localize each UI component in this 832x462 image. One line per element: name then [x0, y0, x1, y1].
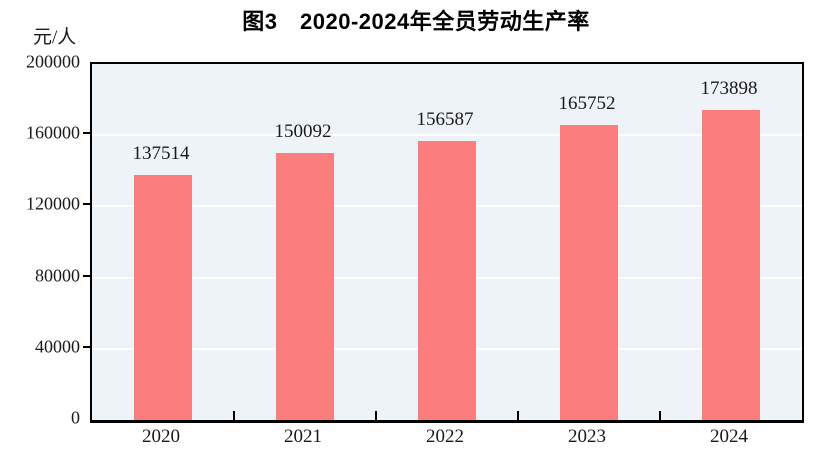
y-axis-tick-label: 120000 — [26, 193, 80, 214]
bar — [134, 175, 192, 420]
y-axis-tick — [83, 203, 90, 206]
plot-area — [90, 62, 804, 423]
y-axis-tick-label: 200000 — [26, 51, 80, 72]
x-axis-tick — [659, 411, 661, 420]
x-axis-tick — [233, 411, 235, 420]
bar — [276, 152, 334, 420]
chart-title: 图3 2020-2024年全员劳动生产率 — [242, 9, 590, 34]
x-axis-tick-label: 2022 — [426, 426, 464, 447]
bar-value-label: 156587 — [416, 109, 474, 131]
y-axis-tick — [83, 274, 90, 277]
y-axis-tick-label: 0 — [71, 407, 80, 428]
bar-value-label: 137514 — [132, 143, 190, 165]
bar — [702, 110, 760, 420]
bar — [560, 124, 618, 420]
y-axis-tick-label: 40000 — [35, 336, 80, 357]
x-axis-tick-label: 2021 — [284, 426, 322, 447]
x-axis-tick — [517, 411, 519, 420]
y-axis-tick — [83, 132, 90, 135]
bar-value-label: 150092 — [274, 120, 332, 142]
y-axis-tick-label: 160000 — [26, 122, 80, 143]
x-axis-tick-label: 2023 — [568, 426, 606, 447]
x-axis-tick-label: 2024 — [710, 426, 748, 447]
x-axis-tick — [375, 411, 377, 420]
y-axis-tick — [83, 345, 90, 348]
bar-value-label: 173898 — [700, 78, 758, 100]
bar-value-label: 165752 — [558, 92, 616, 114]
x-axis-tick-label: 2020 — [142, 426, 180, 447]
gridline — [92, 134, 802, 137]
y-axis-unit-label: 元/人 — [33, 27, 77, 48]
y-axis-tick-label: 80000 — [35, 265, 80, 286]
bar — [418, 141, 476, 420]
